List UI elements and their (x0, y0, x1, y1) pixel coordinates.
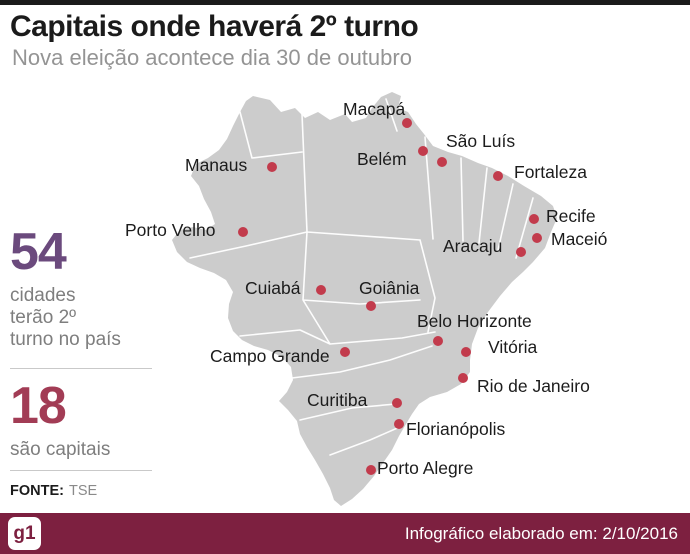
stats-divider (10, 368, 152, 370)
city-dot (316, 285, 326, 295)
city-label: Porto Velho (125, 220, 216, 240)
stat-cities-label: cidades terão 2º turno no país (10, 285, 121, 351)
city-label: Campo Grande (210, 346, 330, 366)
footer-bar: g1 Infográfico elaborado em: 2/10/2016 (0, 513, 690, 554)
city-dot (340, 347, 350, 357)
city-label: Porto Alegre (377, 458, 474, 478)
source-value: TSE (68, 483, 98, 499)
city-dot (366, 301, 376, 311)
city-label: São Luís (446, 131, 516, 151)
stats-panel: 54 cidades terão 2º turno no país 18 são… (10, 223, 162, 461)
footer-credit: Infográfico elaborado em: 2/10/2016 (404, 523, 678, 543)
city-label: Curitiba (307, 390, 368, 410)
top-border (0, 0, 690, 5)
city-dot (437, 157, 447, 167)
city-dot (458, 373, 468, 383)
city-dot (402, 118, 412, 128)
city-dot (392, 398, 402, 408)
city-dot (366, 465, 376, 475)
page-subtitle: Nova eleição acontece dia 30 de outubro (12, 45, 412, 70)
city-dot (532, 233, 542, 243)
city-dot (267, 162, 277, 172)
source-line: FONTE: TSE (10, 483, 97, 499)
city-dot (418, 146, 428, 156)
stat-capitals-number: 18 (10, 377, 67, 436)
city-label: Cuiabá (245, 278, 301, 298)
city-label: Belo Horizonte (417, 311, 532, 331)
stat-cities-number: 54 (10, 223, 67, 281)
city-dot (493, 171, 503, 181)
source-divider (10, 470, 152, 471)
stat-capitals-label: são capitais (10, 439, 111, 461)
city-label: Aracaju (443, 236, 503, 256)
city-label: Rio de Janeiro (477, 376, 590, 396)
city-label: Vitória (488, 337, 538, 357)
city-dot (461, 347, 471, 357)
page-title: Capitais onde haverá 2º turno (10, 10, 419, 43)
city-dot (516, 247, 526, 257)
source-label: FONTE: (10, 483, 64, 499)
city-dot (394, 419, 404, 429)
city-label: Goiânia (359, 278, 420, 298)
city-label: Manaus (185, 155, 248, 175)
g1-logo: g1 (8, 517, 41, 550)
city-label: Macapá (343, 99, 406, 119)
city-dot (529, 214, 539, 224)
g1-logo-text: g1 (13, 522, 36, 544)
city-label: Recife (546, 206, 596, 226)
city-label: Florianópolis (406, 419, 506, 439)
city-label: Maceió (551, 229, 608, 249)
city-label: Belém (357, 149, 407, 169)
city-label: Fortaleza (514, 162, 587, 182)
city-dot (238, 227, 248, 237)
city-dot (433, 336, 443, 346)
